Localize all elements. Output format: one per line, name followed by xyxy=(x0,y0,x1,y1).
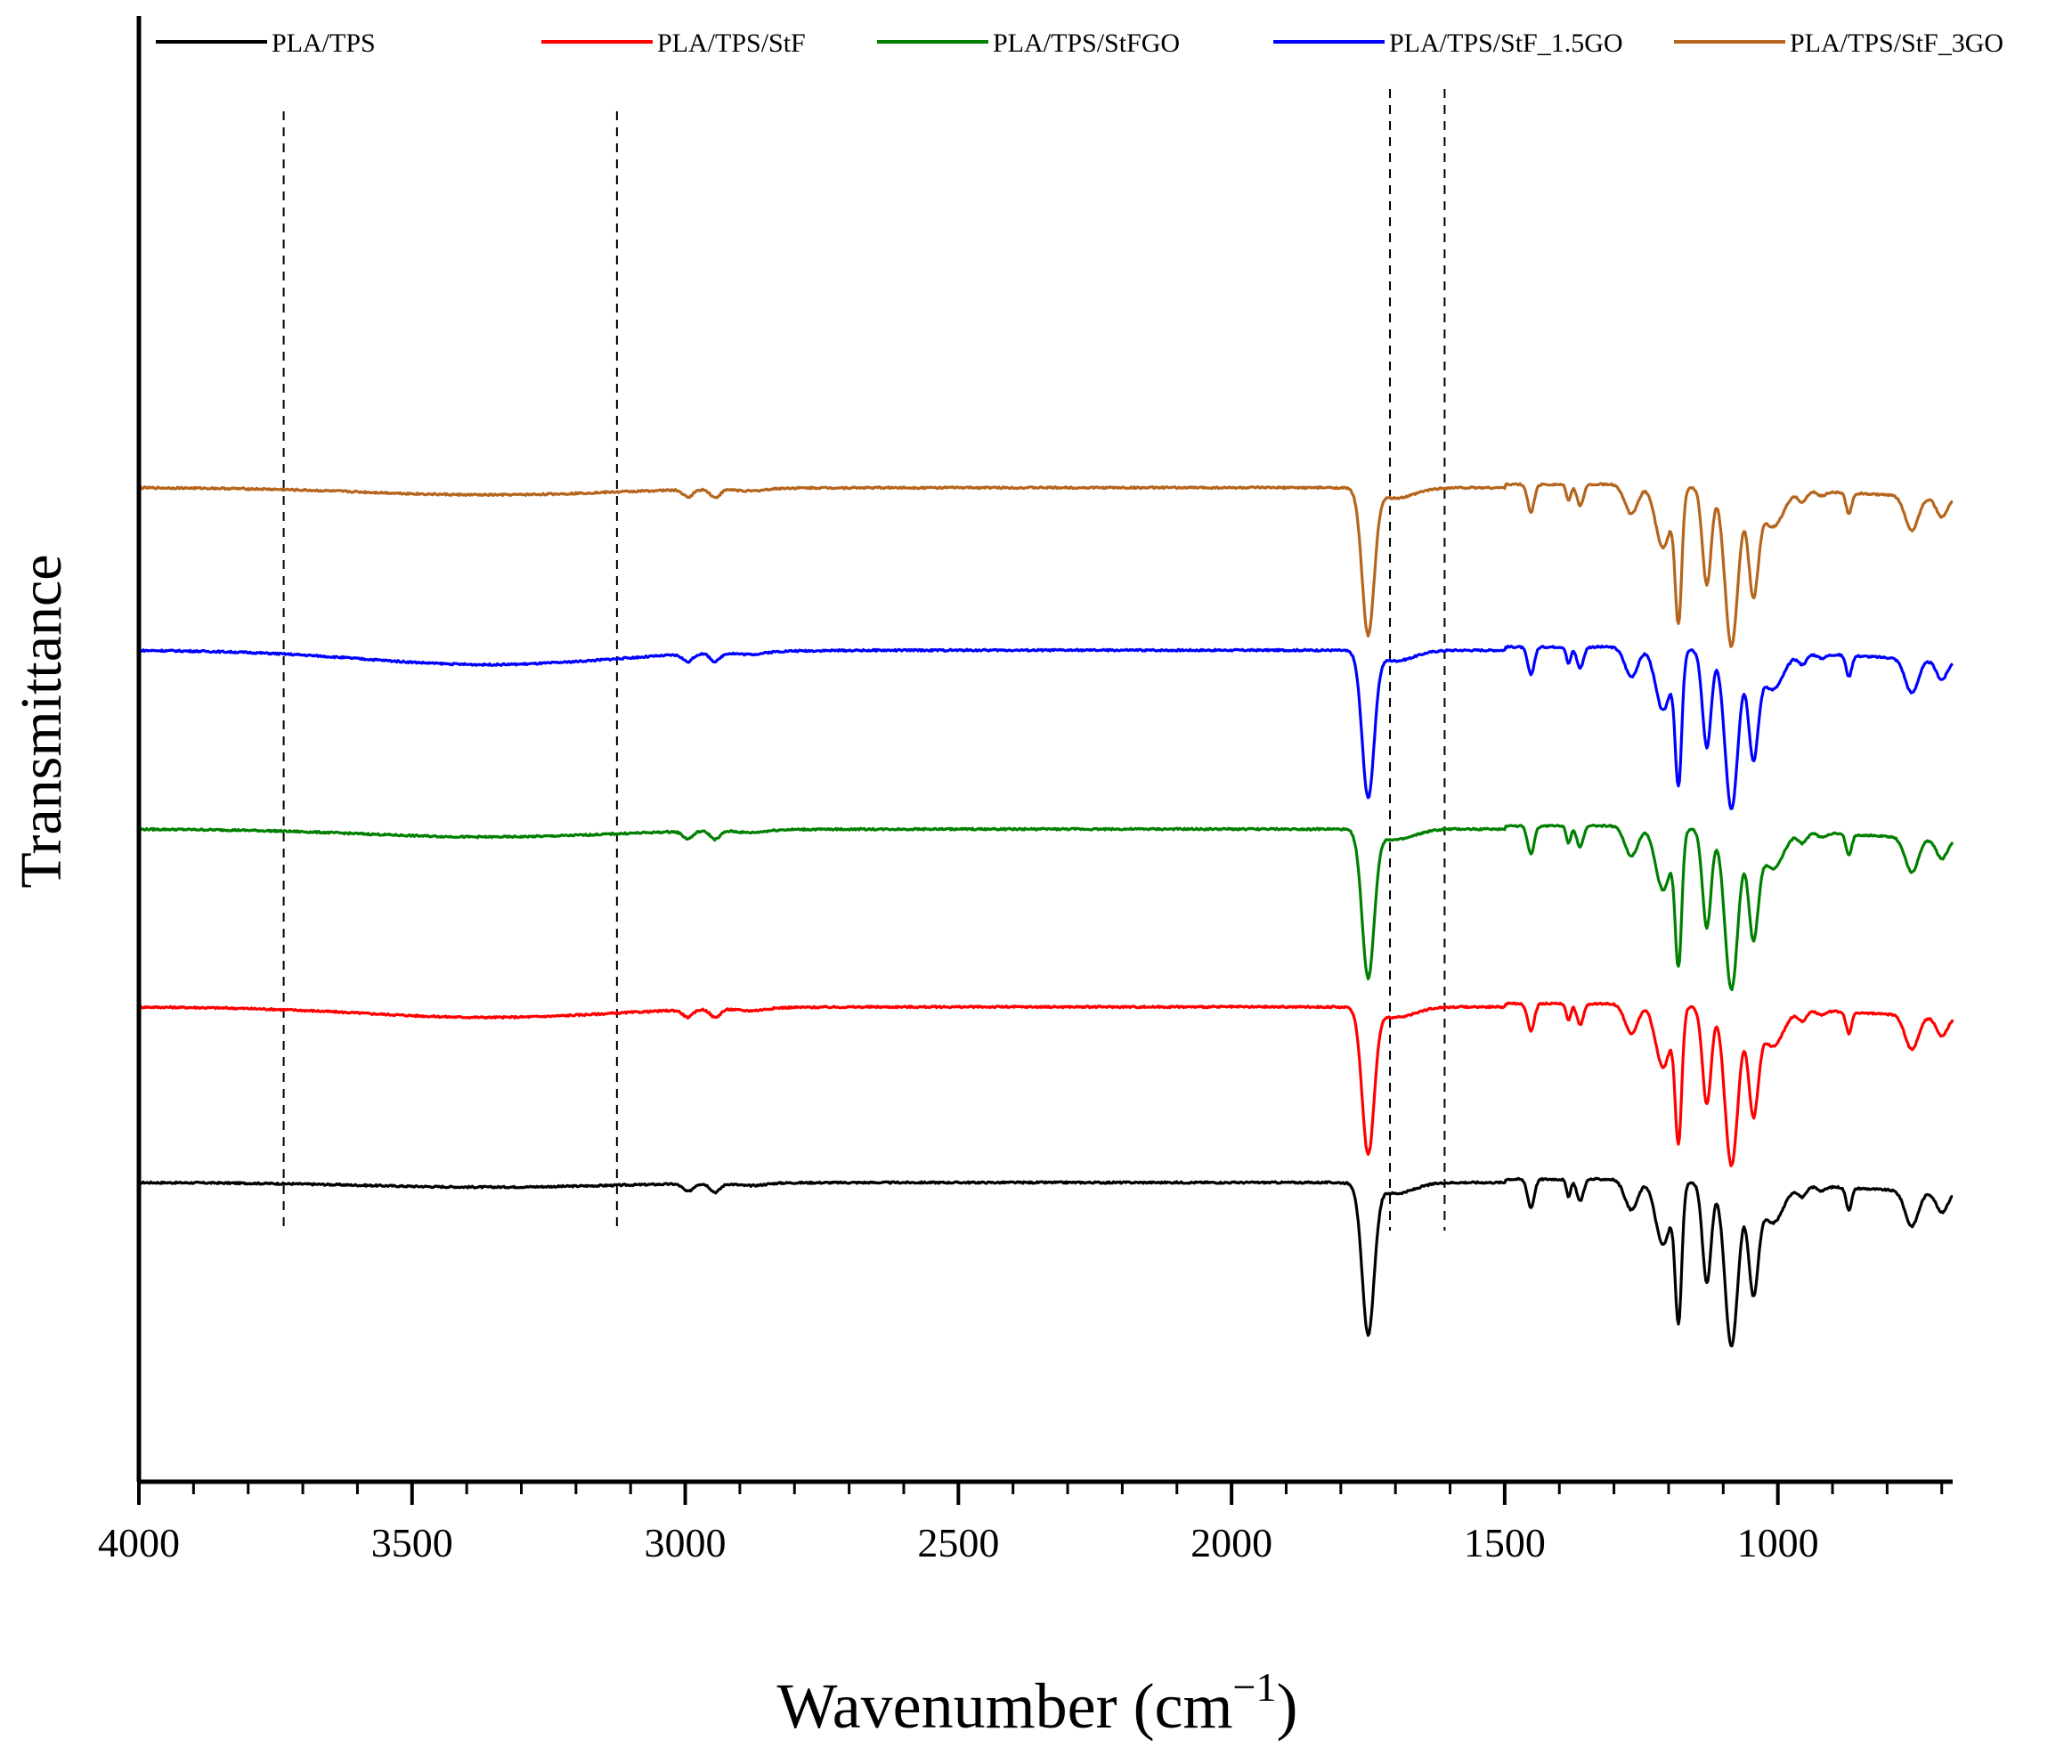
series-line-4 xyxy=(138,482,1954,648)
series-line-3 xyxy=(138,645,1954,810)
axes xyxy=(136,16,1953,1484)
x-axis-title-close: ) xyxy=(1276,1671,1297,1742)
x-tick-label-2000: 2000 xyxy=(1190,1520,1272,1565)
x-axis-title-superscript: −1 xyxy=(1233,1664,1277,1710)
x-axis-title: Wavenumber (cm−1) xyxy=(777,1664,1298,1742)
legend-label-2: PLA/TPS/StFGO xyxy=(993,28,1180,58)
legend-label-3: PLA/TPS/StF_1.5GO xyxy=(1389,28,1623,58)
x-tick-label-3000: 3000 xyxy=(645,1520,727,1565)
series-line-1 xyxy=(137,1001,1954,1167)
y-axis-title: Transmittance xyxy=(9,554,74,888)
legend: PLA/TPS PLA/TPS/StF PLA/TPS/StFGO PLA/TPS/S… xyxy=(156,28,2003,58)
reference-lines xyxy=(282,89,1446,1231)
x-tick-label-2500: 2500 xyxy=(917,1520,999,1565)
x-tick-label-1500: 1500 xyxy=(1464,1520,1546,1565)
legend-label-1: PLA/TPS/StF xyxy=(657,28,806,58)
series-line-0 xyxy=(138,1176,1954,1348)
series-layer xyxy=(137,482,1954,1348)
x-axis-title-main: Wavenumber (cm xyxy=(777,1671,1233,1742)
x-ticks: 4000 3500 3000 2500 2000 1500 1000 xyxy=(98,1482,1944,1565)
legend-label-0: PLA/TPS xyxy=(272,28,376,58)
legend-label-4: PLA/TPS/StF_3GO xyxy=(1790,28,2003,58)
x-tick-label-3500: 3500 xyxy=(371,1520,453,1565)
series-line-2 xyxy=(138,823,1954,992)
x-tick-label-1000: 1000 xyxy=(1737,1520,1819,1565)
x-tick-label-4000: 4000 xyxy=(98,1520,180,1565)
